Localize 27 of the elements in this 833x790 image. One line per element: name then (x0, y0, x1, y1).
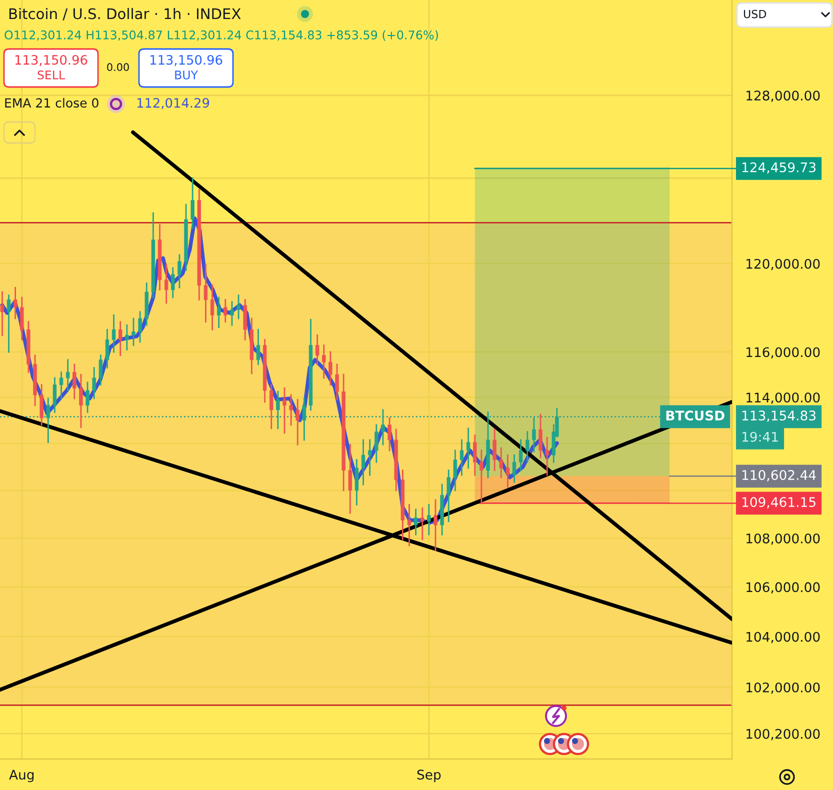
annotation: 113,150.96 (15, 54, 88, 66)
annotation: 109,461.15 (742, 497, 816, 508)
annotation: 113,150.96 (150, 54, 222, 66)
text: O112,301.24 H113,504.87 L112,301.24 C113,154.83 +853.59 (+0.76%) (4, 30, 438, 41)
annotation: 112,014.29 (137, 98, 210, 110)
ref-line-label: 113,154.83 (742, 410, 816, 422)
annotation: 0.00 (107, 63, 129, 72)
y-tick-label: 104,000.00 (746, 632, 820, 644)
y-tick-label: 106,000.00 (746, 582, 820, 594)
text: 19:41 (742, 432, 778, 442)
annotation: 124,459.73 (742, 162, 816, 174)
y-tick-label: 120,000.00 (746, 258, 820, 270)
y-tick-label: 102,000.00 (746, 682, 820, 694)
annotation: BTCUSD (666, 410, 724, 421)
y-tick-label: 108,000.00 (746, 533, 820, 545)
x-tick-label: Sep (417, 770, 441, 782)
annotation: BUY (175, 70, 198, 80)
text: USD (744, 10, 766, 18)
x-tick-label: Aug (9, 770, 34, 782)
annotation: SELL (38, 70, 65, 80)
annotation: 110,602.44 (742, 470, 816, 482)
annotation: EMA 21 close 0 (5, 98, 98, 108)
y-tick-label: 114,000.00 (746, 392, 820, 404)
y-tick-label: 116,000.00 (746, 347, 820, 359)
chart-title: Bitcoin / U.S. Dollar · 1h · INDEX (9, 8, 241, 20)
y-tick-label: 128,000.00 (746, 90, 820, 102)
y-tick-label: 100,200.00 (746, 728, 820, 740)
